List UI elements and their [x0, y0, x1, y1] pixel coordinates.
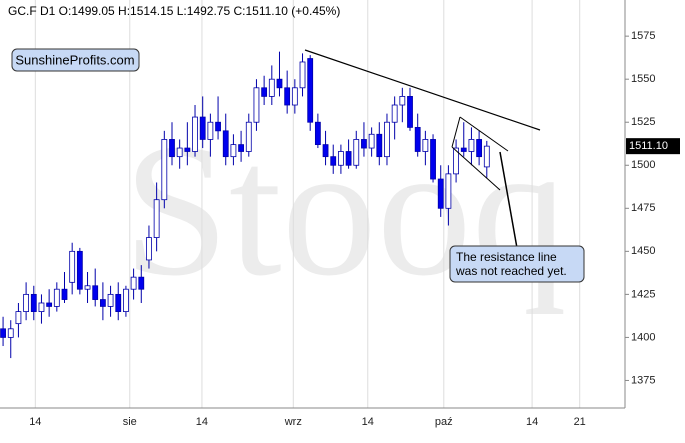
- candle-body: [15, 311, 22, 325]
- callout-text: The resistance line was not reached yet.: [456, 250, 567, 278]
- candle-body: [330, 156, 337, 166]
- candle-body: [7, 328, 14, 338]
- candle-body: [245, 121, 252, 152]
- candle-body: [391, 104, 398, 123]
- y-tick-label: 1425: [631, 288, 655, 300]
- candle-body: [107, 293, 114, 307]
- candle-body: [414, 126, 421, 152]
- candle-body: [445, 173, 452, 209]
- candle-body: [253, 87, 260, 123]
- candle-body: [23, 293, 30, 312]
- candle-body: [345, 151, 352, 166]
- candle-body: [353, 139, 360, 166]
- candle-body: [460, 147, 467, 152]
- y-tick-label: 1450: [631, 245, 655, 257]
- y-tick-label: 1375: [631, 374, 655, 386]
- candle-body: [215, 121, 221, 132]
- last-price-label: 1511.10: [629, 140, 668, 152]
- watermark: Stooq: [123, 106, 566, 316]
- candle-body: [199, 116, 206, 140]
- candle-body: [422, 139, 429, 152]
- channel-line: [451, 146, 501, 191]
- candle-body: [192, 116, 198, 152]
- candle-body: [99, 299, 106, 307]
- candle-body: [176, 147, 183, 158]
- resistance-line: [304, 49, 541, 131]
- y-tick-label: 1475: [631, 202, 655, 214]
- candle-body: [284, 87, 291, 106]
- candle-body: [268, 78, 275, 97]
- brand: SunshineProfits.com: [15, 52, 134, 67]
- candle-body: [399, 96, 406, 106]
- candle-body: [207, 121, 214, 140]
- x-tick-label: paź: [435, 416, 453, 428]
- candle-body: [230, 144, 237, 158]
- candle-body: [46, 302, 53, 307]
- candle-body: [299, 61, 306, 89]
- candle-body: [384, 121, 390, 158]
- channel-line: [459, 116, 509, 152]
- candle-body: [161, 139, 168, 201]
- x-tick-label: 14: [196, 416, 208, 428]
- candle-body: [69, 250, 76, 283]
- candle-body: [76, 250, 83, 290]
- brand-box: [11, 48, 140, 72]
- candle-body: [376, 133, 383, 158]
- channel-line: [451, 116, 461, 148]
- candle-body: [30, 293, 37, 312]
- candle-body: [238, 144, 244, 152]
- y-tick-label: 1550: [631, 73, 655, 85]
- candle-body: [146, 237, 152, 261]
- x-tick-label: wrz: [284, 416, 302, 428]
- candle-body: [476, 139, 483, 158]
- x-tick-label: sie: [123, 416, 137, 428]
- candle-body: [314, 121, 321, 146]
- candle-body: [115, 293, 122, 312]
- callout-box: [449, 245, 585, 283]
- y-tick-label: 1400: [631, 331, 655, 343]
- candle-body: [130, 276, 137, 290]
- callout-pointer: [499, 151, 518, 249]
- candle-body: [123, 288, 129, 312]
- candle-body: [291, 87, 298, 106]
- y-tick-label: 1500: [631, 159, 655, 171]
- candle-body: [437, 178, 444, 209]
- candle-body: [453, 147, 459, 175]
- x-tick-label: 14: [29, 416, 41, 428]
- candle-body: [92, 285, 99, 300]
- candle-body: [0, 328, 6, 338]
- y-tick-label: 1525: [631, 116, 655, 128]
- candle-body: [38, 302, 45, 312]
- callout: The resistance line was not reached yet.: [456, 250, 567, 278]
- header: GC.F D1 O:1499.05 H:1514.15 L:1492.75 C:…: [8, 4, 340, 18]
- candle-body: [361, 139, 367, 149]
- candle-body: [138, 276, 145, 290]
- candle-body: [53, 288, 60, 307]
- candle-body: [407, 96, 413, 128]
- candle-body: [261, 87, 268, 97]
- candle-body: [468, 139, 475, 152]
- x-tick-label: 14: [526, 416, 538, 428]
- candle-body: [338, 151, 344, 166]
- candle-body: [322, 144, 329, 158]
- candle-body: [368, 133, 375, 149]
- candle-body: [153, 199, 160, 238]
- candle-body: [61, 288, 68, 300]
- candle-body: [169, 139, 175, 158]
- candle-body: [222, 130, 229, 158]
- candle-body: [276, 78, 283, 89]
- candle-body: [483, 145, 490, 168]
- candle-body: [307, 58, 314, 123]
- x-tick-label: 21: [574, 416, 586, 428]
- last-price-tag: [626, 138, 680, 155]
- x-tick-label: 14: [362, 416, 374, 428]
- candle-body: [184, 147, 191, 152]
- candle-body: [430, 139, 436, 180]
- candle-body: [84, 285, 91, 290]
- y-tick-label: 1575: [631, 30, 655, 42]
